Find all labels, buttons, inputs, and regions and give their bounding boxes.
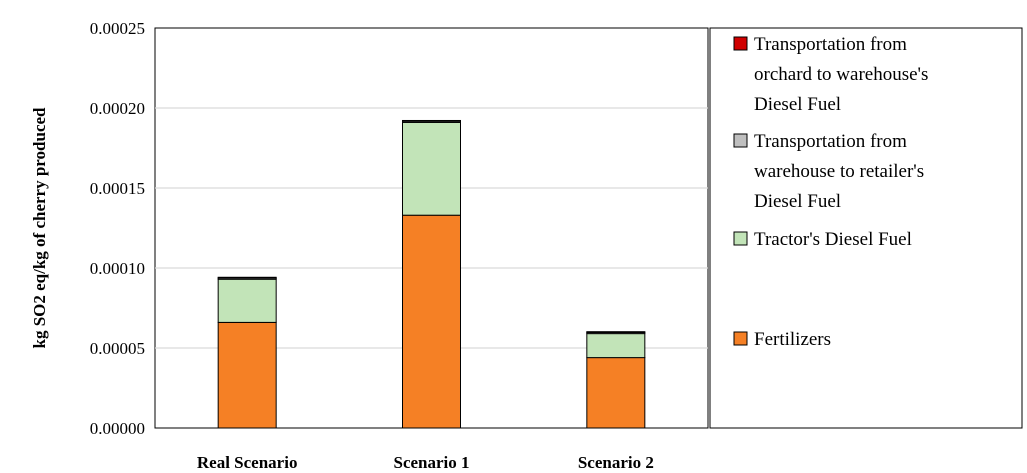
legend-label: Fertilizers [754,329,831,350]
legend-swatch [733,331,748,346]
y-tick-label: 0.00010 [90,259,145,278]
legend-label: warehouse to retailer's [754,161,924,182]
x-category-label: Scenario 1 [393,453,469,472]
x-category-label: Real Scenario [197,453,298,472]
bar-segment [402,119,461,122]
legend-label: Transportation from [754,34,907,55]
legend-label: Transportation from [754,131,907,152]
y-tick-label: 0.00015 [90,179,145,198]
y-tick-label: 0.00020 [90,99,145,118]
y-tick-label: 0.00005 [90,339,145,358]
legend-box [709,27,1023,429]
y-tick-label: 0.00025 [90,19,145,38]
legend-label: Tractor's Diesel Fuel [754,229,912,250]
bar-segment [402,214,461,429]
legend-label: orchard to warehouse's [754,64,928,85]
legend-swatch [733,133,748,148]
bar-segment [217,276,277,279]
y-tick-label: 0.00000 [90,419,145,438]
legend-swatch [733,231,748,246]
bar-segment [217,278,277,323]
bar-segment [586,357,646,429]
legend-label: Diesel Fuel [754,191,841,212]
bar-segment [217,321,277,429]
legend-swatch [733,36,748,51]
y-axis-title: kg SO2 eq/kg of cherry produced [30,107,49,349]
bar-segment [586,333,646,359]
bar-segment [402,121,461,216]
x-category-label: Scenario 2 [578,453,654,472]
legend-label: Diesel Fuel [754,94,841,115]
bar-segment [586,331,646,333]
